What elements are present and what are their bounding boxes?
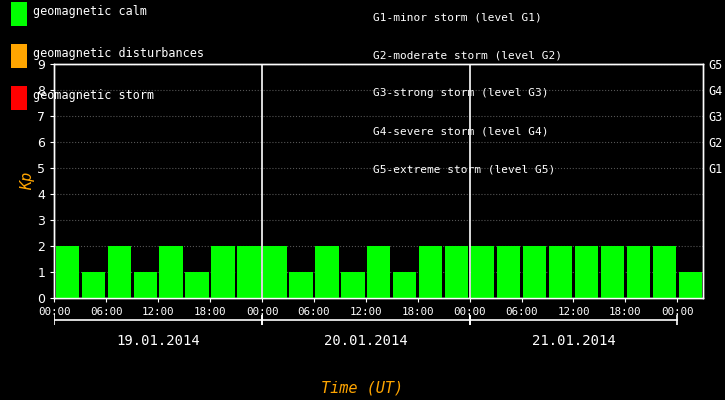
Bar	[497, 246, 521, 298]
Bar	[289, 272, 312, 298]
Bar	[575, 246, 598, 298]
Bar	[82, 272, 105, 298]
Text: G2-moderate storm (level G2): G2-moderate storm (level G2)	[373, 50, 563, 60]
Bar	[133, 272, 157, 298]
Text: 21.01.2014: 21.01.2014	[531, 334, 616, 348]
Bar	[393, 272, 416, 298]
Text: G5-extreme storm (level G5): G5-extreme storm (level G5)	[373, 164, 555, 174]
Bar	[186, 272, 209, 298]
Text: geomagnetic calm: geomagnetic calm	[33, 6, 146, 18]
Y-axis label: Kp: Kp	[20, 172, 35, 190]
Bar	[419, 246, 442, 298]
Bar	[263, 246, 286, 298]
Text: geomagnetic storm: geomagnetic storm	[33, 90, 154, 102]
Bar	[107, 246, 131, 298]
Text: Time (UT): Time (UT)	[321, 380, 404, 395]
Bar	[367, 246, 391, 298]
Bar	[626, 246, 650, 298]
Bar	[315, 246, 339, 298]
Bar	[212, 246, 235, 298]
Bar	[601, 246, 624, 298]
Text: 19.01.2014: 19.01.2014	[116, 334, 200, 348]
Text: G1-minor storm (level G1): G1-minor storm (level G1)	[373, 12, 542, 22]
Bar	[56, 246, 79, 298]
Bar	[445, 246, 468, 298]
Bar	[549, 246, 572, 298]
Bar	[679, 272, 702, 298]
Bar	[160, 246, 183, 298]
Text: 20.01.2014: 20.01.2014	[324, 334, 407, 348]
Text: geomagnetic disturbances: geomagnetic disturbances	[33, 48, 204, 60]
Bar	[341, 272, 365, 298]
Bar	[523, 246, 546, 298]
Bar	[652, 246, 676, 298]
Text: G4-severe storm (level G4): G4-severe storm (level G4)	[373, 126, 549, 136]
Bar	[471, 246, 494, 298]
Text: G3-strong storm (level G3): G3-strong storm (level G3)	[373, 88, 549, 98]
Bar	[237, 246, 261, 298]
